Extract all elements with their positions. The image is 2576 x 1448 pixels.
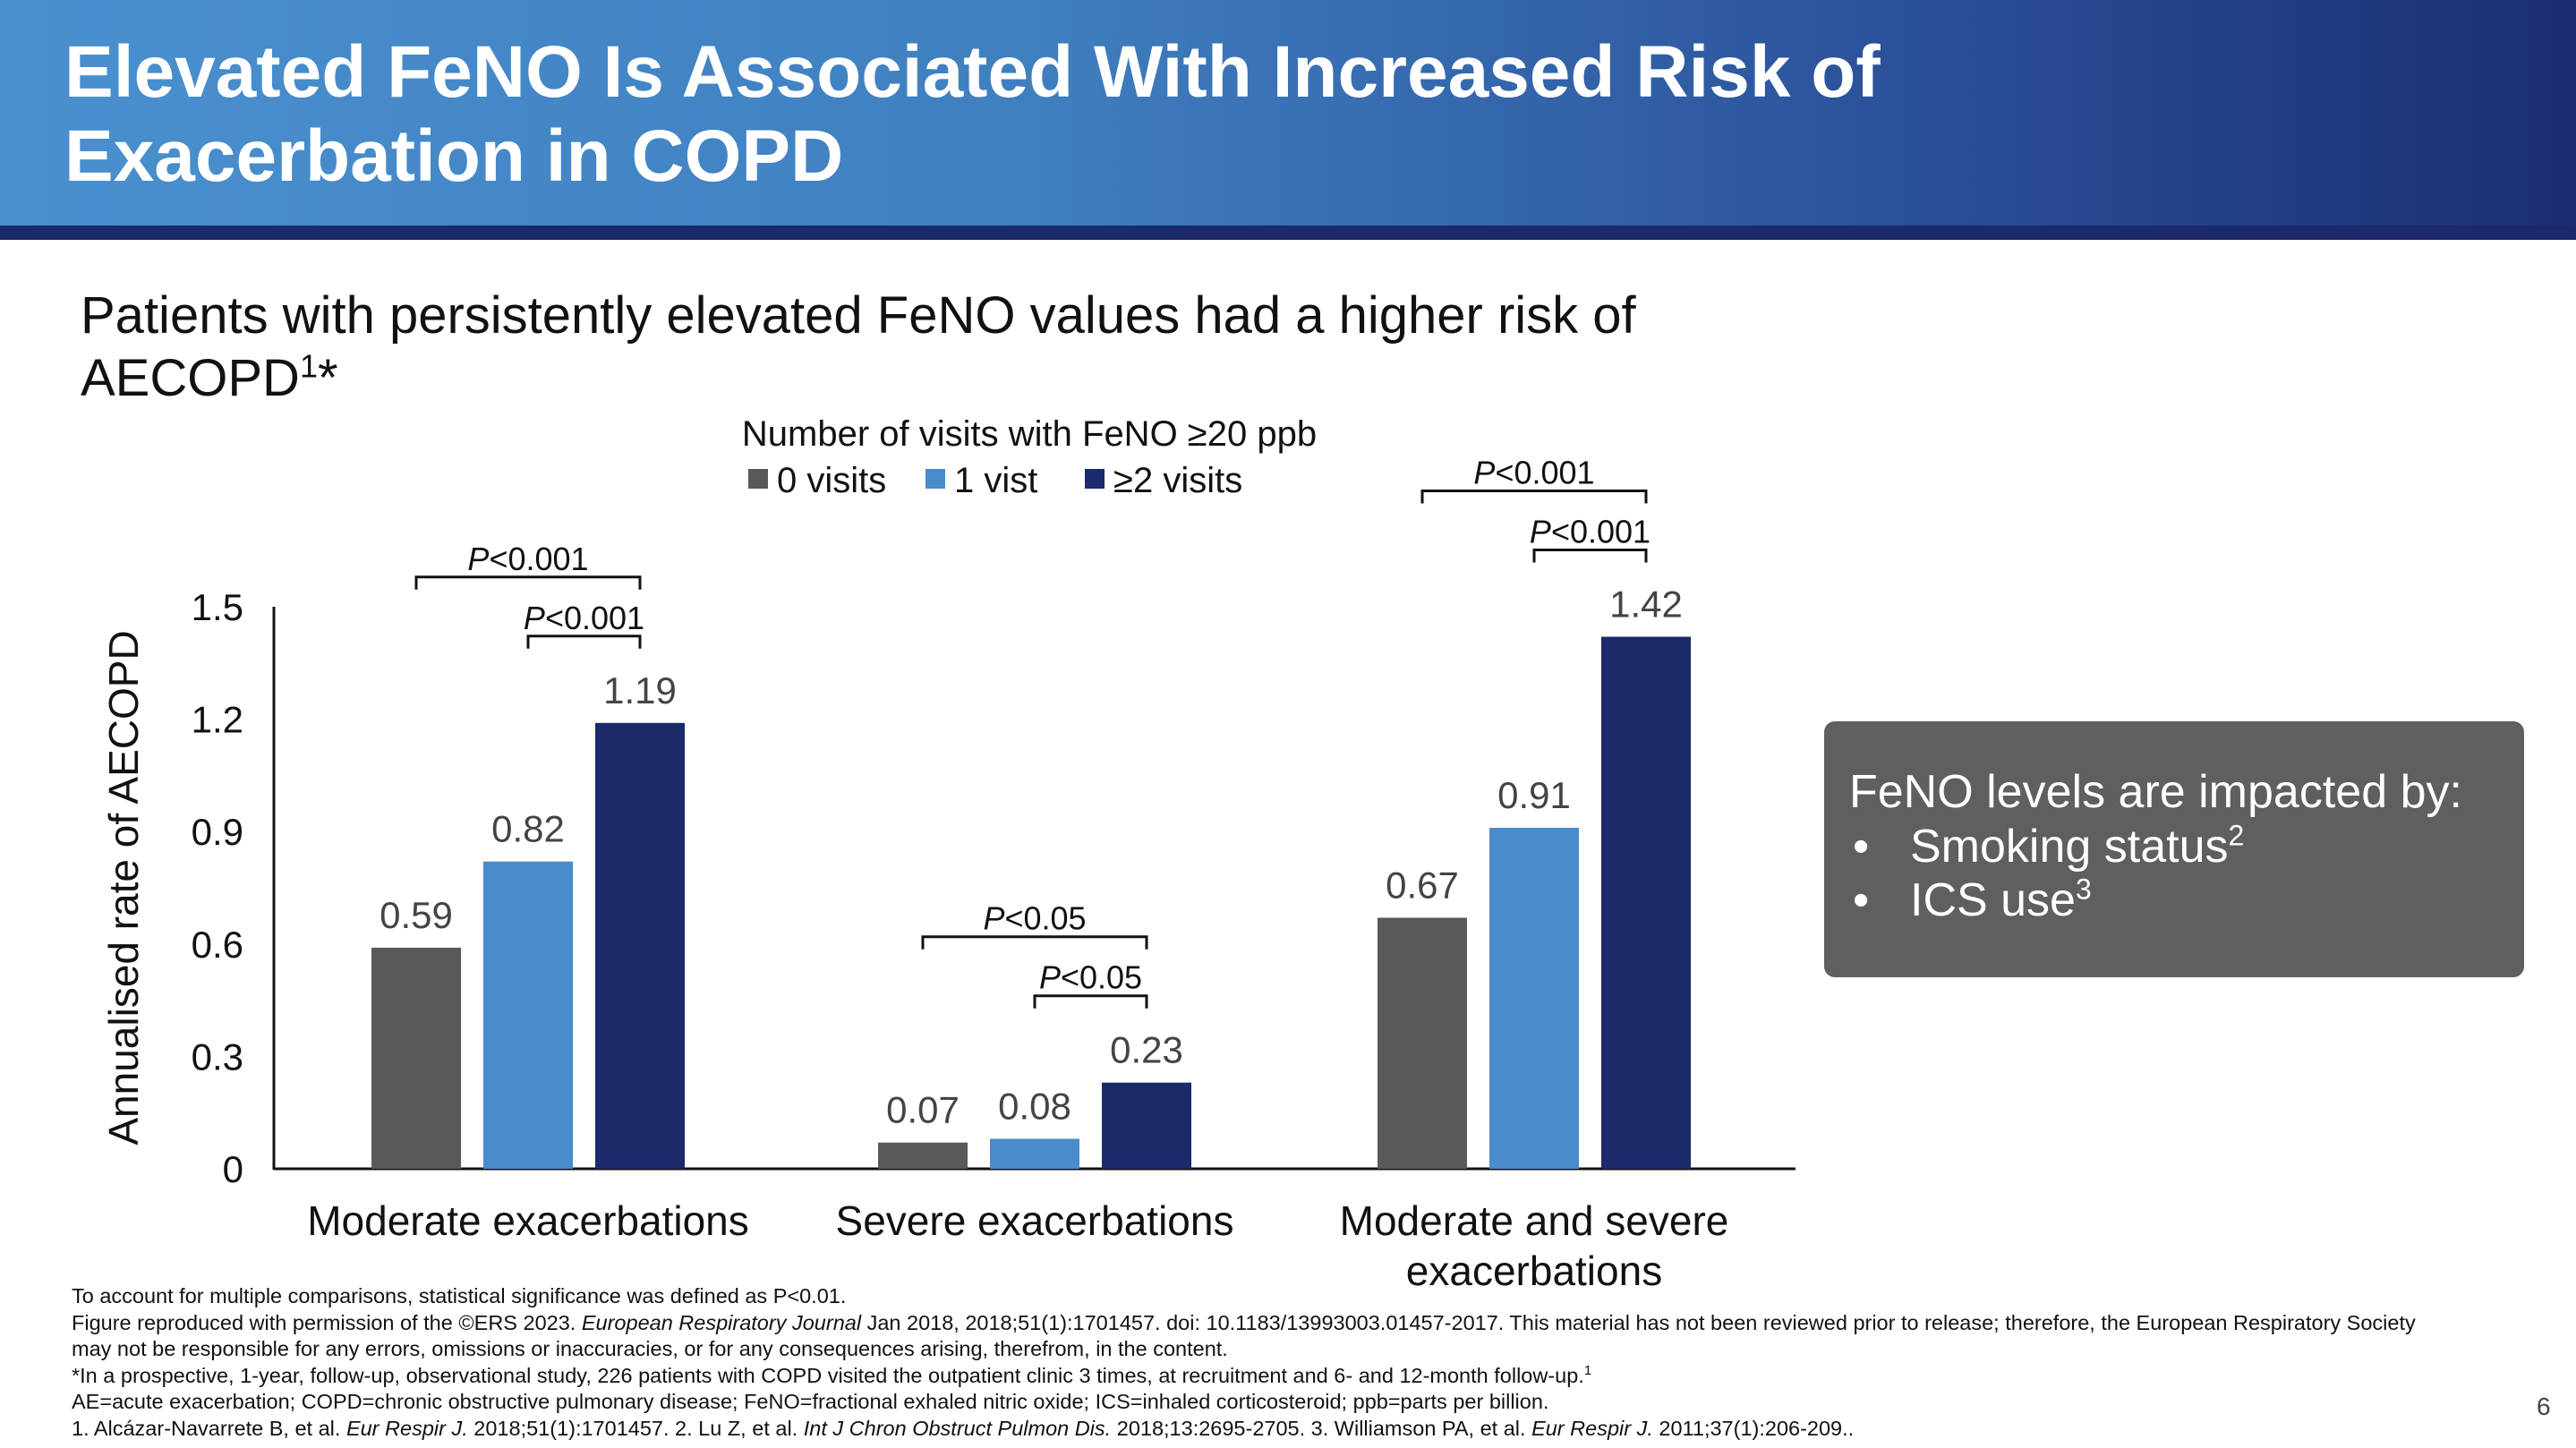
data-label: 0.67 xyxy=(1386,864,1459,906)
study-text: *In a prospective, 1-year, follow-up, ob… xyxy=(72,1363,1584,1387)
permission-text: Figure reproduced with permission of the… xyxy=(72,1310,582,1334)
bar xyxy=(1601,636,1691,1169)
title-banner xyxy=(0,0,2576,226)
significance-label: P<0.001 xyxy=(467,541,588,577)
data-label: 0.08 xyxy=(998,1086,1071,1128)
ref-text: 2018;13:2695-2705. 3. Williamson PA, et … xyxy=(1111,1416,1532,1440)
ref-journal: Eur Respir J. xyxy=(345,1416,468,1440)
p-symbol: P xyxy=(467,541,489,577)
bar xyxy=(595,722,685,1169)
page-number: 6 xyxy=(2537,1393,2551,1420)
p-value: <0.001 xyxy=(489,541,588,577)
legend-title: Number of visits with FeNO ≥20 ppb xyxy=(742,414,1317,454)
feno-factor-text: Smoking status xyxy=(1910,821,2229,873)
p-symbol: P xyxy=(1039,959,1061,996)
ref-text: 1. Alcázar-Navarrete B, et al. xyxy=(72,1416,346,1440)
title-underline xyxy=(0,226,2576,240)
significance-label: P<0.001 xyxy=(1530,513,1651,549)
footnote-references: 1. Alcázar-Navarrete B, et al. Eur Respi… xyxy=(72,1416,2452,1443)
data-label: 1.42 xyxy=(1609,583,1683,625)
footnote-significance: To account for multiple comparisons, sta… xyxy=(72,1284,847,1307)
bar xyxy=(1102,1082,1191,1169)
legend-label: 1 vist xyxy=(954,461,1037,500)
footnote-permission: Figure reproduced with permission of the… xyxy=(72,1310,2452,1363)
legend-swatch xyxy=(1085,469,1105,489)
data-label: 0.91 xyxy=(1497,774,1571,816)
p-symbol: P xyxy=(983,900,1004,937)
ref-text: 2018;51(1):1701457. 2. Lu Z, et al. xyxy=(467,1416,804,1440)
feno-factors-box: FeNO levels are impacted by: • Smoking st… xyxy=(1824,721,2524,977)
bar xyxy=(483,861,573,1169)
p-value: <0.001 xyxy=(1551,513,1651,549)
footnotes: To account for multiple comparisons, sta… xyxy=(72,1283,2452,1442)
legend-label: 0 visits xyxy=(777,461,886,500)
feno-factors-heading: FeNO levels are impacted by: xyxy=(1849,766,2462,818)
y-tick-label: 1.5 xyxy=(192,586,243,628)
feno-factor-item: • Smoking status2 xyxy=(1849,820,2524,873)
legend-label: ≥2 visits xyxy=(1113,461,1242,500)
slide-subtitle: Patients with persistently elevated FeNO… xyxy=(81,285,1781,410)
ref-journal: Int J Chron Obstruct Pulmon Dis. xyxy=(803,1416,1112,1440)
p-value: <0.001 xyxy=(1495,454,1594,490)
feno-factors-list: • Smoking status2 • ICS use3 xyxy=(1849,820,2524,927)
feno-factor-ref: 2 xyxy=(2228,819,2245,852)
feno-factor-ref: 3 xyxy=(2075,873,2092,906)
subtitle-star: * xyxy=(317,349,338,407)
p-value: <0.05 xyxy=(1004,900,1086,937)
p-symbol: P xyxy=(1530,513,1551,549)
permission-journal: European Respiratory Journal xyxy=(581,1310,862,1334)
footnote-abbreviations: AE=acute exacerbation; COPD=chronic obst… xyxy=(72,1390,1549,1413)
significance-label: P<0.05 xyxy=(1039,959,1142,996)
bullet-icon: • xyxy=(1853,874,1870,926)
bar xyxy=(1378,917,1467,1169)
data-label: 0.82 xyxy=(491,808,565,850)
x-category-label: exacerbations xyxy=(1406,1248,1662,1294)
significance-bracket xyxy=(526,635,642,649)
ref-text: 2011;37(1):206-209.. xyxy=(1652,1416,1855,1440)
subtitle-ref: 1 xyxy=(299,347,318,385)
p-symbol: P xyxy=(1473,454,1495,490)
bar xyxy=(878,1142,968,1169)
permission-details: Jan 2018, 2018;51(1):1701457. doi: 10.11… xyxy=(72,1310,2416,1361)
y-tick-label: 0.3 xyxy=(192,1035,243,1077)
data-label: 0.07 xyxy=(886,1089,960,1131)
subtitle-text: Patients with persistently elevated FeNO… xyxy=(81,286,1636,407)
feno-factor-item: • ICS use3 xyxy=(1849,873,2524,927)
y-tick-label: 1.2 xyxy=(192,699,243,741)
study-ref: 1 xyxy=(1583,1362,1592,1378)
significance-bracket xyxy=(1033,994,1148,1009)
significance-label: P<0.001 xyxy=(524,600,644,636)
data-label: 0.23 xyxy=(1110,1029,1183,1071)
legend-swatch xyxy=(748,469,768,489)
y-tick-label: 0 xyxy=(223,1148,243,1190)
y-axis-label: Annualised rate of AECOPD xyxy=(100,630,147,1145)
significance-label: P<0.001 xyxy=(1473,454,1594,490)
significance-label: P<0.05 xyxy=(983,900,1086,937)
x-category-label: Moderate exacerbations xyxy=(307,1197,749,1244)
data-label: 0.59 xyxy=(380,894,453,936)
ref-journal: Eur Respir J. xyxy=(1531,1416,1653,1440)
bar xyxy=(1489,828,1579,1169)
bar xyxy=(371,947,461,1169)
x-category-label: Moderate and severe xyxy=(1340,1197,1729,1244)
legend-swatch xyxy=(925,469,945,489)
p-symbol: P xyxy=(524,600,545,636)
significance-bracket xyxy=(1420,489,1648,504)
bar xyxy=(990,1138,1079,1169)
y-tick-label: 0.6 xyxy=(192,924,243,966)
slide-title: Elevated FeNO Is Associated With Increas… xyxy=(64,31,1881,197)
x-category-label: Severe exacerbations xyxy=(836,1197,1234,1244)
significance-bracket xyxy=(921,935,1148,950)
bullet-icon: • xyxy=(1853,821,1870,873)
p-value: <0.001 xyxy=(545,600,644,636)
footnote-study: *In a prospective, 1-year, follow-up, ob… xyxy=(72,1363,2452,1390)
significance-bracket xyxy=(1532,548,1648,563)
significance-bracket xyxy=(414,575,642,590)
feno-factor-text: ICS use xyxy=(1910,874,2076,926)
data-label: 1.19 xyxy=(603,669,677,711)
y-tick-label: 0.9 xyxy=(192,811,243,853)
p-value: <0.05 xyxy=(1061,959,1142,996)
